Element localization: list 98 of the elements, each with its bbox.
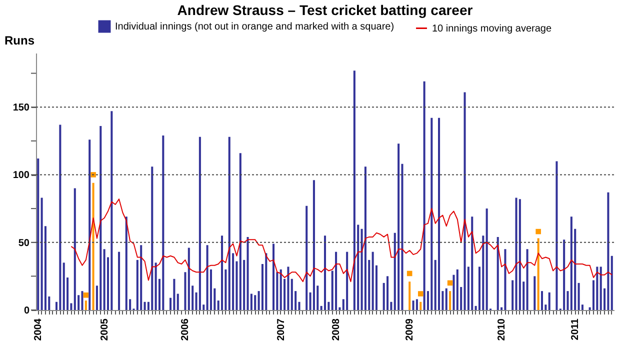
bar	[228, 136, 230, 310]
bar	[40, 198, 43, 310]
chart-title: Andrew Strauss – Test cricket batting career	[177, 2, 474, 18]
bar	[62, 262, 65, 310]
bar	[100, 126, 102, 310]
bar	[386, 276, 389, 310]
bar	[118, 252, 120, 310]
bar	[471, 216, 474, 310]
bar	[518, 199, 521, 310]
bar	[556, 161, 558, 310]
bar	[364, 166, 366, 310]
bar	[246, 236, 249, 310]
bar	[610, 256, 613, 310]
bar	[526, 249, 528, 310]
bar	[103, 249, 106, 310]
bar	[206, 245, 208, 310]
bar	[151, 166, 154, 310]
bar	[125, 216, 128, 310]
bar	[496, 236, 499, 310]
bar	[548, 292, 550, 310]
bar	[596, 266, 598, 310]
bar	[563, 240, 566, 310]
bar	[110, 111, 113, 310]
bar	[84, 300, 87, 310]
bar	[312, 180, 315, 310]
bar	[290, 278, 293, 310]
y-axis-title: Runs	[4, 34, 35, 48]
bar	[372, 252, 374, 310]
point	[536, 228, 541, 234]
x-tick-label: 2007	[276, 318, 287, 341]
bar	[416, 299, 418, 310]
bar	[162, 136, 164, 310]
bar	[346, 252, 348, 310]
y-tick-label: 0	[24, 306, 30, 316]
bar	[287, 266, 290, 310]
bar	[423, 81, 426, 310]
line-series	[70, 198, 612, 282]
bar	[335, 252, 338, 310]
x-tick-label: 2006	[180, 318, 192, 341]
bar	[464, 92, 466, 310]
bar	[578, 282, 580, 310]
bar	[534, 276, 536, 310]
bar	[452, 274, 455, 310]
bar	[92, 182, 94, 310]
bar	[176, 294, 179, 310]
legend-label: 10 innings moving average	[432, 23, 552, 34]
bar	[540, 291, 544, 310]
bar	[188, 248, 190, 310]
x-tick-label: 2011	[570, 318, 582, 340]
bar	[239, 153, 242, 310]
bar	[420, 302, 422, 310]
bar	[537, 238, 540, 310]
bar	[272, 244, 275, 310]
bar	[408, 282, 411, 310]
bar	[607, 192, 610, 310]
x-tick-label: 2009	[404, 318, 416, 341]
bar	[265, 253, 268, 310]
bar	[198, 136, 201, 310]
bar	[184, 272, 186, 310]
bar	[570, 216, 572, 310]
x-tick-label: 2008	[331, 318, 342, 341]
point	[83, 292, 89, 298]
bar	[154, 262, 157, 310]
bar	[486, 208, 488, 310]
bar	[449, 291, 452, 310]
bar	[254, 295, 256, 310]
y-tick-label: 150	[12, 102, 30, 114]
x-tick-label: 2005	[99, 318, 110, 341]
bar	[412, 300, 414, 310]
bar	[173, 278, 176, 310]
bar	[140, 245, 142, 310]
bar	[445, 288, 448, 310]
bar	[430, 118, 433, 310]
bar	[221, 236, 224, 310]
bar	[600, 266, 602, 310]
bar	[438, 118, 440, 310]
bar	[353, 70, 356, 310]
y-tick-label: 100	[12, 170, 30, 182]
bar	[74, 188, 76, 310]
point	[418, 291, 424, 296]
bar	[398, 144, 400, 310]
bar	[37, 158, 40, 310]
bar	[88, 140, 91, 310]
bar	[144, 302, 146, 310]
x-tick-label: 2010	[496, 318, 508, 341]
point	[90, 172, 96, 178]
bar	[81, 291, 84, 310]
bar	[504, 249, 506, 310]
bar	[280, 269, 282, 310]
bar	[324, 236, 326, 310]
bar	[482, 236, 484, 310]
x-tick-label: 2004	[33, 318, 44, 341]
legend-label: Individual innings (not out in orange and marked with a square)	[115, 22, 394, 33]
bar	[515, 198, 518, 310]
bar	[456, 269, 458, 310]
bar	[59, 124, 62, 310]
bar	[306, 206, 308, 310]
y-tick-label: 50	[18, 238, 30, 249]
